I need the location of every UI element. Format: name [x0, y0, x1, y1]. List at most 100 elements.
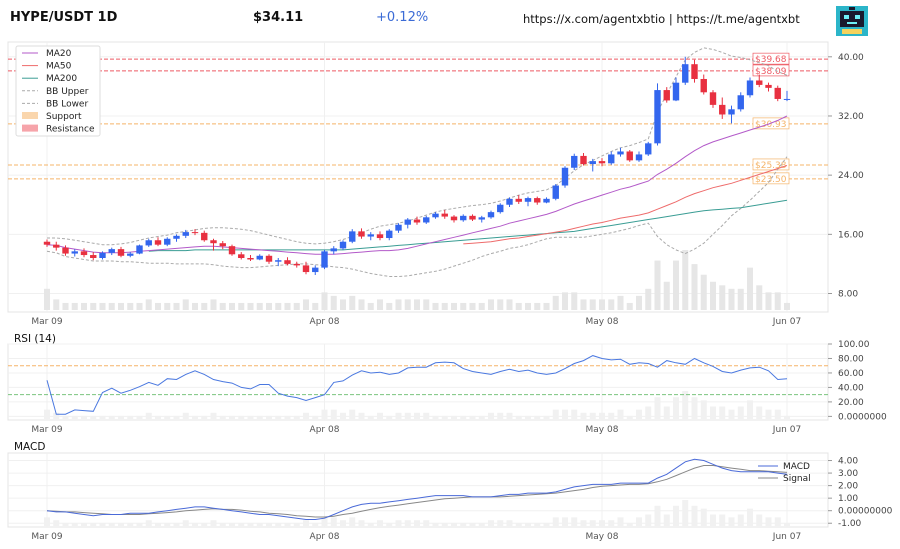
candle-body: [487, 212, 495, 218]
rsi-volume-bar: [515, 415, 522, 419]
rsi-volume-bar: [238, 415, 245, 419]
rsi-tick-label: 100.00: [838, 340, 870, 350]
macd-volume-bar: [219, 523, 226, 526]
rsi-volume-bar: [525, 415, 531, 419]
macd-panel-frame: [7, 452, 829, 528]
macd-volume-bar: [99, 523, 106, 526]
resistance-label-box: [752, 64, 790, 77]
social-links[interactable]: https://x.com/agentxbtio | https://t.me/…: [523, 12, 800, 26]
volume-bar: [44, 288, 50, 310]
rsi-volume-bar: [404, 412, 411, 419]
volume-bar: [229, 302, 235, 310]
volume-bar: [293, 302, 300, 310]
candle-body: [330, 248, 337, 252]
volume-bar: [377, 299, 383, 310]
candle-body: [191, 232, 199, 234]
price-tick-label: 24.00: [838, 171, 864, 181]
volume-bar: [691, 264, 698, 310]
macd-volume-bar: [580, 520, 587, 526]
macd-volume-bar: [691, 505, 698, 526]
macd-tick-label: 2.00: [838, 482, 858, 492]
candle-body: [358, 231, 365, 237]
macd-volume-bar: [506, 520, 513, 526]
volume-bar: [534, 302, 541, 310]
candle-body: [598, 161, 606, 164]
x-tick-label: Apr 08: [310, 532, 340, 542]
macd-volume-bar: [626, 523, 633, 526]
legend-label: MA20: [46, 49, 72, 59]
macd-volume-bar: [90, 523, 97, 526]
candle-body: [99, 252, 106, 258]
support-label-box: [752, 158, 790, 171]
candle-body: [413, 219, 421, 223]
volume-bar: [340, 299, 346, 310]
rsi-volume-bar: [358, 412, 365, 419]
rsi-volume-bar: [136, 415, 143, 419]
rsi-volume-bar: [663, 406, 670, 419]
rsi-volume-bar: [580, 412, 587, 419]
candle-body: [395, 224, 402, 231]
legend-label: MACD: [783, 462, 810, 472]
candle-body: [376, 234, 384, 239]
macd-volume-bar: [62, 523, 69, 526]
volume-bar: [99, 302, 106, 310]
rsi-volume-bar: [312, 415, 319, 419]
resistance-label: $39.68: [755, 55, 787, 65]
x-tick-label: Jun 07: [772, 317, 801, 327]
candle-body: [80, 251, 88, 256]
rsi-volume-bar: [765, 409, 772, 419]
volume-bar: [395, 299, 402, 310]
volume-bar: [756, 285, 763, 310]
volume-bar: [663, 281, 670, 310]
rsi-volume-bar: [340, 412, 346, 419]
candle-body: [774, 87, 781, 99]
rsi-volume-bar: [127, 415, 134, 419]
candle-body: [460, 215, 467, 221]
candle-body: [321, 251, 328, 268]
rsi-volume-bar: [552, 409, 559, 419]
candle-body: [145, 240, 152, 246]
rsi-volume-bar: [737, 406, 744, 419]
volume-bar: [108, 302, 115, 310]
volume-bar: [145, 299, 152, 310]
resistance-label-box: [752, 52, 790, 65]
rsi-volume-bar: [293, 415, 300, 419]
macd-volume-bar: [617, 517, 624, 526]
rsi-volume-bar: [506, 412, 513, 419]
candle-body: [691, 64, 698, 79]
macd-volume-bar: [645, 514, 652, 526]
candle-body: [469, 215, 476, 220]
volume-bar: [173, 302, 180, 310]
rsi-volume-bar: [99, 415, 106, 419]
candle-body: [210, 240, 217, 244]
volume-bar: [219, 302, 226, 310]
rsi-volume-bar: [256, 415, 263, 419]
price-tick-label: 16.00: [838, 230, 864, 240]
candle-body: [62, 247, 69, 254]
macd-line: [46, 458, 788, 520]
rsi-tick-label: 80.00: [838, 354, 864, 364]
rsi-volume-bar: [367, 415, 374, 419]
macd-volume-bar: [330, 517, 337, 526]
x-tick-label: Apr 08: [310, 425, 340, 435]
rsi-volume-bar: [53, 412, 60, 419]
macd-tick-label: 1.00: [838, 494, 858, 504]
candle-body: [524, 198, 532, 202]
rsi-volume-bar: [728, 409, 735, 419]
candle-body: [182, 232, 189, 236]
macd-volume-bar: [765, 517, 772, 526]
macd-volume-bar: [238, 523, 245, 526]
rsi-volume-bar: [432, 415, 439, 419]
macd-volume-bar: [525, 523, 531, 526]
current-price: $34.11: [253, 10, 304, 25]
macd-volume-bar: [303, 520, 309, 526]
rsi-volume-bar: [118, 415, 124, 419]
candle-body: [515, 198, 522, 202]
candle-body: [580, 155, 587, 165]
rsi-tick-label: 40.00: [838, 383, 864, 393]
rsi-volume-bar: [386, 415, 393, 419]
macd-volume-bar: [108, 523, 115, 526]
candle-body: [247, 258, 254, 260]
macd-volume-bar: [719, 514, 726, 526]
macd-volume-bar: [608, 520, 615, 526]
